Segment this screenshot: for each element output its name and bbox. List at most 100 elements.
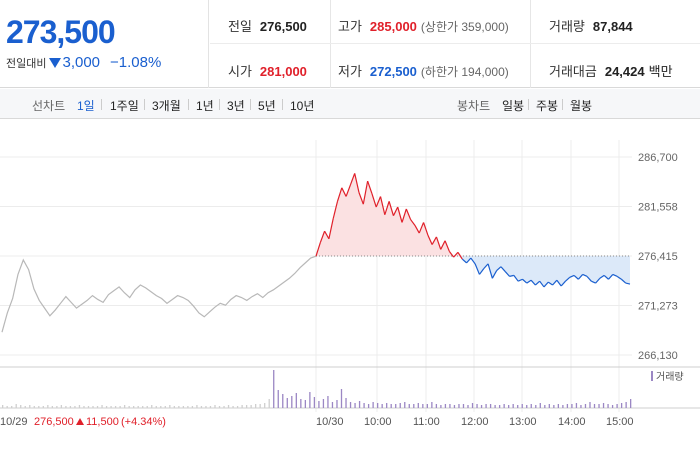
volume-bar (340, 389, 343, 408)
volume-bar (413, 404, 415, 408)
volume-bar (453, 405, 456, 408)
series-line-segment (573, 274, 579, 280)
series-line-segment (547, 281, 553, 286)
volume-bar (155, 406, 157, 408)
series-line-segment (582, 273, 588, 277)
series-line-segment (440, 240, 446, 250)
tab-10year[interactable]: 10년 (290, 99, 315, 113)
price-chart[interactable]: 286,700 281,558 276,415 271,273 266,130 거래량 10… (0, 120, 700, 450)
series-line-segment (509, 274, 514, 277)
series-area-up-clip (316, 173, 630, 256)
volume-bar (286, 398, 288, 408)
volume-bar (295, 393, 297, 408)
stat-value: 285,000 (369, 19, 417, 34)
stat-volume: 거래량 87,844 (549, 16, 633, 35)
series-line-segment (324, 230, 330, 240)
series-line-segment (362, 180, 369, 205)
volume-bar (399, 403, 401, 408)
tab-3year[interactable]: 3년 (227, 99, 245, 113)
series-line-segment (474, 263, 481, 275)
series-line-segment (620, 278, 627, 284)
volume-bar (110, 406, 112, 408)
volume-bar (277, 390, 279, 408)
volume-bar (128, 406, 130, 408)
series-line-segment (595, 277, 601, 284)
tab-5year[interactable]: 5년 (258, 99, 276, 113)
x-tick-label: 13:00 (509, 416, 537, 428)
stat-amount: 거래대금 24,424 백만 (549, 61, 673, 80)
volume-bar (471, 403, 474, 408)
volume-bar (508, 405, 510, 408)
volume-bar (449, 404, 451, 408)
volume-bar (92, 406, 94, 408)
tab-weekly-candle[interactable]: 주봉 (536, 99, 559, 113)
series-line-segment (427, 234, 433, 245)
volume-bar (209, 406, 212, 408)
series-line-segment (444, 240, 450, 252)
prev-day-close: 276,500 (34, 416, 74, 428)
tab-1week[interactable]: 1주일 (110, 99, 139, 113)
series-line-segment (367, 180, 373, 194)
volume-bar (105, 406, 108, 408)
volume-bar (467, 405, 469, 408)
series-line-segment (414, 225, 420, 234)
prev-day-change: 11,500 (86, 416, 119, 428)
series-line-segment (483, 263, 489, 270)
stat-open: 시가 281,000 (228, 61, 307, 80)
series-line-segment (410, 219, 416, 226)
volume-bar (530, 404, 532, 408)
volume-bar (593, 404, 596, 408)
down-triangle-icon (49, 57, 62, 68)
series-line-segment (608, 274, 614, 280)
volume-bar (367, 404, 370, 408)
tab-divider (101, 99, 102, 110)
volume-bar (300, 399, 302, 408)
volume-bar (96, 406, 99, 408)
series-line-segment (552, 279, 558, 286)
series-line-segment (577, 274, 584, 280)
series-line-segment (565, 276, 571, 282)
tab-3month[interactable]: 3개월 (152, 99, 181, 113)
stat-low: 저가 272,500 (하한가 194,000) (338, 61, 509, 80)
volume-bar (291, 396, 293, 408)
series-line-segment (522, 278, 528, 284)
tab-1year[interactable]: 1년 (196, 99, 214, 113)
y-tick-label: 281,558 (638, 202, 678, 214)
volume-bar (494, 405, 496, 408)
volume-bar (462, 404, 465, 408)
tab-1day[interactable]: 1일 (77, 99, 95, 113)
series-line-segment (500, 266, 506, 272)
series-line-segment (556, 279, 562, 287)
volume-bar (498, 405, 501, 408)
stat-label: 시가 (228, 64, 252, 79)
price-change-row: 전일대비 3,000 −1.08% (6, 54, 161, 71)
volume-bar (521, 404, 523, 408)
volume-bar (431, 402, 433, 408)
series-line-segment (526, 279, 532, 284)
tab-daily-candle[interactable]: 일봉 (502, 99, 525, 113)
series-line-segment (569, 274, 575, 278)
volume-bar (331, 402, 334, 408)
volume-bar (386, 403, 388, 408)
volume-bar (602, 403, 605, 408)
volume-bar (376, 403, 379, 408)
tab-divider (144, 99, 145, 110)
stat-label: 전일 (228, 19, 252, 34)
volume-bar (318, 401, 320, 408)
volume-legend-swatch (651, 371, 653, 381)
volume-bar (60, 405, 63, 408)
volume-bar (42, 406, 44, 408)
series-line-segment (435, 236, 442, 250)
volume-bar (114, 406, 117, 408)
stat-value: 272,500 (369, 64, 417, 79)
lower-limit: (하한가 194,000) (420, 65, 509, 79)
series-area-down (316, 256, 630, 287)
series-line-segment (504, 271, 511, 277)
tab-monthly-candle[interactable]: 월봉 (570, 99, 593, 113)
volume-bar (322, 399, 325, 408)
volume-bar (255, 404, 257, 408)
volume-bar (241, 405, 243, 408)
volume-bar (363, 403, 365, 408)
volume-bar (15, 404, 17, 408)
series-line-segment (401, 208, 407, 223)
